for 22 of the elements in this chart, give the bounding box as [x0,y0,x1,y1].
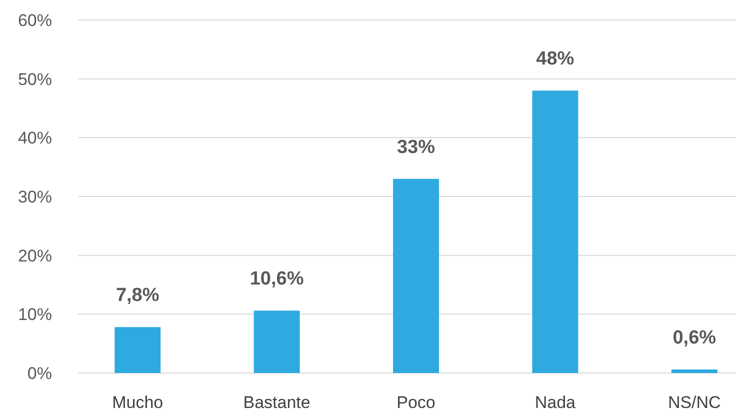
data-label: 48% [536,48,574,70]
bar [532,90,578,373]
y-tick-label: 60% [18,10,52,30]
y-tick-label: 0% [27,364,52,383]
y-tick-label: 30% [18,187,52,206]
y-tick-label: 10% [18,305,52,324]
y-tick-label: 40% [18,128,52,148]
bar [671,369,718,373]
bar [114,327,161,373]
bar [254,310,300,373]
data-label: 0,6% [672,327,716,348]
y-tick-label: 50% [18,70,52,89]
y-tick-label: 20% [18,246,52,266]
x-tick-label: Nada [534,393,576,412]
x-tick-label: NS/NC [668,393,721,412]
x-tick-label: Poco [396,393,436,412]
bar [393,178,439,373]
x-tick-label: Bastante [243,393,310,412]
data-label: 33% [396,136,436,158]
data-label: 10,6% [250,268,304,290]
x-tick-label: Mucho [112,393,164,412]
data-label: 7,8% [116,285,160,306]
